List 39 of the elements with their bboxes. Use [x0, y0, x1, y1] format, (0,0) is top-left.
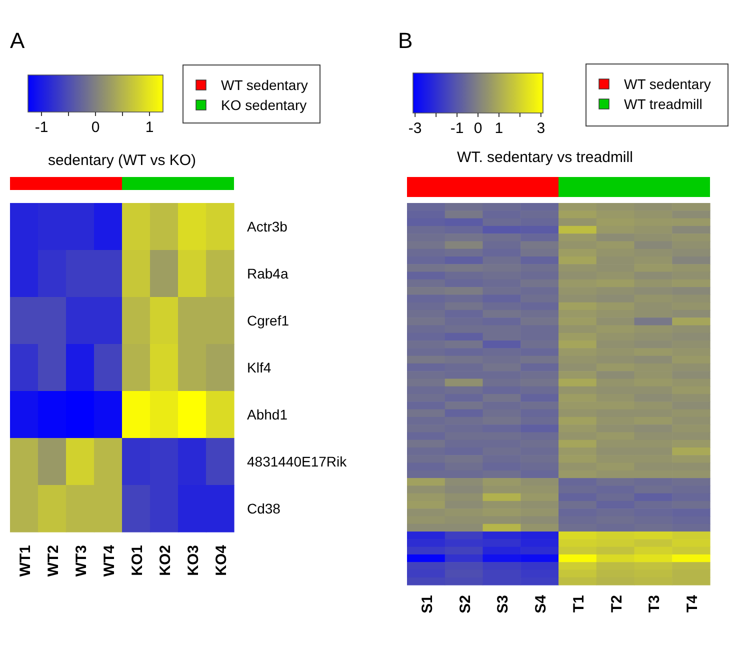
x-tick-label: KO1	[129, 545, 146, 576]
color-bar-label: 0	[474, 120, 482, 137]
y-tick-label: Rab4a	[247, 266, 288, 282]
x-tick-label: S4	[532, 594, 550, 614]
x-tick-label: T2	[608, 595, 626, 613]
text: WT sedentary	[624, 76, 711, 92]
text: A	[10, 28, 25, 53]
color-bar-label: 1	[494, 120, 504, 137]
chart-title: WT. sedentary vs treadmill	[457, 149, 633, 166]
x-tick-label: WT3	[73, 545, 90, 577]
x-tick-label: S3	[494, 595, 512, 614]
text: WT sedentary	[221, 77, 308, 93]
text: WT treadmill	[624, 96, 702, 112]
color-bar-label: 3	[536, 120, 546, 137]
x-tick-label: S2	[456, 595, 474, 614]
x-tick-label: KO4	[213, 544, 230, 576]
color-bar-label: 0	[91, 119, 100, 136]
y-tick-label: Abhd1	[247, 406, 288, 422]
y-tick-label: Cgref1	[247, 312, 290, 328]
text: B	[398, 28, 413, 53]
x-tick-label: WT4	[101, 544, 118, 577]
x-tick-label: S1	[418, 595, 436, 614]
color-bar-label: -1	[450, 120, 464, 137]
y-tick-label: Actr3b	[247, 218, 288, 234]
color-bar-label: -1	[34, 119, 48, 136]
color-bar-label: 1	[145, 119, 154, 136]
x-tick-label: T1	[570, 595, 588, 613]
y-tick-label: Klf4	[247, 360, 272, 376]
y-tick-label: 4831440E17Rik	[247, 454, 348, 470]
text: KO sedentary	[221, 97, 307, 113]
color-bar-label: -3	[408, 120, 422, 137]
x-tick-label: WT2	[45, 545, 62, 577]
x-tick-label: KO2	[157, 545, 174, 576]
x-tick-label: T4	[684, 594, 702, 613]
x-tick-label: KO3	[185, 545, 202, 576]
y-tick-label: Cd38	[247, 500, 281, 516]
x-tick-label: WT1	[17, 545, 34, 577]
x-tick-label: T3	[646, 595, 664, 613]
chart-title: sedentary (WT vs KO)	[48, 152, 196, 169]
